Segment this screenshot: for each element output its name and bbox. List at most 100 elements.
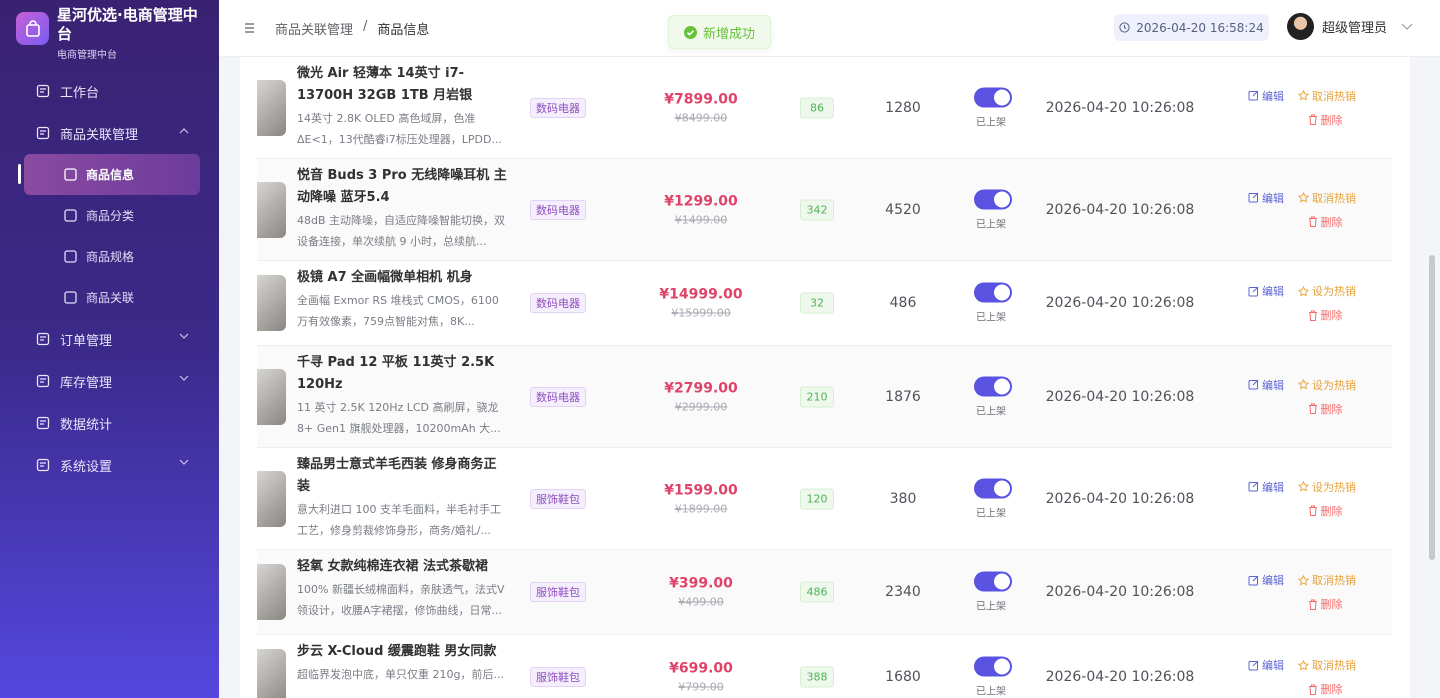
table-row: 步云 X-Cloud 缓震跑鞋 男女同款 超临界发泡中底，单只仅重 210g，前后…	[257, 635, 1392, 698]
action-group: 编辑 设为热销	[1237, 377, 1367, 393]
actions: 编辑 取消热销删除	[1237, 190, 1367, 230]
actions: 编辑 取消热销删除	[1237, 572, 1367, 612]
scrollbar[interactable]	[1428, 57, 1436, 698]
submenu-item[interactable]: 商品分类	[0, 195, 219, 236]
delete-button[interactable]: 删除	[1308, 681, 1343, 697]
submenu-item[interactable]: 商品规格	[0, 236, 219, 277]
status-switch[interactable]	[974, 571, 1012, 592]
edit-button[interactable]: 编辑	[1248, 377, 1284, 393]
status-switch[interactable]	[974, 282, 1012, 303]
hot-button[interactable]: 设为热销	[1298, 479, 1356, 495]
hot-button[interactable]: 取消热销	[1298, 572, 1356, 588]
status-switch[interactable]	[974, 87, 1012, 107]
product-table: 微光 Air 轻薄本 14英寸 i7-13700H 32GB 1TB 月岩银 14…	[257, 57, 1392, 698]
price: ¥14999.00	[659, 286, 743, 303]
hot-button[interactable]: 取消热销	[1298, 657, 1356, 673]
updated-at: 2026-04-20 10:26:08	[1045, 669, 1195, 685]
submenu-label: 商品信息	[86, 168, 135, 182]
price-cell: ¥14999.00 ¥15999.00	[641, 287, 761, 320]
price-cell: ¥1299.00 ¥1499.00	[641, 193, 761, 226]
submenu-item[interactable]: 商品关联	[0, 277, 219, 318]
menu-item[interactable]: 库存管理	[0, 360, 219, 402]
status-cell: 已上架	[973, 189, 1013, 230]
menu-item[interactable]: 订单管理	[0, 318, 219, 360]
menu-label: 系统设置	[60, 459, 113, 475]
submenu-item[interactable]: 商品信息	[18, 154, 200, 195]
price-cell: ¥699.00 ¥799.00	[641, 661, 761, 694]
product-image	[257, 368, 286, 425]
name-cell: 极镜 A7 全画幅微单相机 机身 全画幅 Exmor RS 堆栈式 CMOS，61…	[297, 261, 509, 340]
price: ¥1299.00	[664, 193, 738, 209]
name-cell: 悦音 Buds 3 Pro 无线降噪耳机 主动降噪 蓝牙5.4 48dB 主动降噪…	[297, 159, 509, 260]
actions: 编辑 取消热销删除	[1237, 88, 1367, 128]
status-switch[interactable]	[974, 376, 1012, 396]
product-image	[257, 79, 286, 136]
original-price: ¥15999.00	[671, 306, 731, 320]
status-switch[interactable]	[974, 189, 1012, 209]
delete-button-text: 删除	[1320, 215, 1343, 229]
sales: 1680	[885, 669, 921, 685]
name-cell: 微光 Air 轻薄本 14英寸 i7-13700H 32GB 1TB 月岩银 14…	[297, 57, 509, 158]
edit-button[interactable]: 编辑	[1248, 88, 1284, 104]
action-group: 删除	[1283, 299, 1367, 323]
hot-button-text: 设为热销	[1312, 378, 1356, 392]
hot-button-text: 取消热销	[1312, 659, 1356, 672]
table-row: 微光 Air 轻薄本 14英寸 i7-13700H 32GB 1TB 月岩银 14…	[257, 57, 1392, 159]
category-tag: 数码电器	[530, 386, 586, 407]
product-name: 千寻 Pad 12 平板 11英寸 2.5K 120Hz	[297, 355, 495, 392]
actions: 编辑 设为热销删除	[1237, 479, 1367, 519]
delete-button-text: 删除	[1320, 598, 1343, 611]
updated-at: 2026-04-20 10:26:08	[1045, 490, 1195, 507]
actions: 编辑 取消热销删除	[1237, 657, 1367, 697]
sales: 486	[889, 295, 917, 311]
product-description: 11 英寸 2.5K 120Hz LCD 高刷屏，骁龙 8+ Gen1 旗舰处理…	[297, 401, 501, 435]
submenu-label: 商品分类	[86, 209, 135, 223]
delete-button[interactable]: 删除	[1308, 112, 1343, 128]
hot-button-text: 取消热销	[1312, 191, 1356, 205]
menu-item[interactable]: 工作台	[0, 70, 219, 112]
original-price: ¥2999.00	[674, 400, 728, 413]
hot-button[interactable]: 取消热销	[1298, 88, 1356, 104]
action-group: 删除	[1283, 393, 1367, 417]
menu-label: 库存管理	[60, 375, 113, 391]
delete-button[interactable]: 删除	[1308, 307, 1343, 323]
breadcrumb-item: 商品信息	[377, 23, 430, 38]
status-switch[interactable]	[974, 478, 1012, 498]
menu-toggle[interactable]	[245, 23, 255, 33]
delete-button[interactable]: 删除	[1308, 214, 1343, 230]
edit-button-text: 编辑	[1262, 480, 1284, 494]
name-cell: 轻氧 女款纯棉连衣裙 法式茶歇裙 100% 新疆长绒棉面料，亲肤透气，法式V领设计…	[297, 550, 509, 629]
product-description: 100% 新疆长绒棉面料，亲肤透气，法式V领设计，收腰A字裙摆，修饰曲线，日常.…	[297, 583, 505, 617]
menu-item[interactable]: 系统设置	[0, 444, 219, 486]
menu-item[interactable]: 数据统计	[0, 402, 219, 444]
stock-badge: 486	[800, 581, 834, 603]
edit-button[interactable]: 编辑	[1248, 657, 1284, 673]
delete-button[interactable]: 删除	[1308, 503, 1343, 519]
product-image	[257, 564, 286, 620]
hot-button[interactable]: 设为热销	[1298, 283, 1356, 299]
hot-button[interactable]: 设为热销	[1298, 377, 1356, 393]
price-cell: ¥7899.00 ¥8499.00	[641, 91, 761, 124]
edit-button[interactable]: 编辑	[1248, 572, 1284, 588]
submenu-label: 商品关联	[86, 291, 135, 305]
status-label: 已上架	[976, 601, 1006, 613]
original-price: ¥1499.00	[674, 213, 728, 226]
edit-button[interactable]: 编辑	[1248, 479, 1284, 495]
price-cell: ¥2799.00 ¥2999.00	[641, 380, 761, 413]
status-cell: 已上架	[973, 376, 1013, 417]
user-menu[interactable]: 超级管理员	[1287, 13, 1413, 40]
hot-button[interactable]: 取消热销	[1298, 190, 1356, 206]
price-cell: ¥399.00 ¥499.00	[641, 576, 761, 609]
brand-subtitle: 电商管理中台	[57, 50, 117, 61]
product-name: 步云 X-Cloud 缓震跑鞋 男女同款	[297, 644, 497, 659]
delete-button[interactable]: 删除	[1308, 596, 1343, 612]
edit-button[interactable]: 编辑	[1248, 283, 1284, 299]
breadcrumb-item[interactable]: 商品关联管理	[275, 23, 354, 38]
menu-item[interactable]: 商品关联管理	[0, 112, 219, 154]
sales: 380	[889, 490, 917, 507]
delete-button[interactable]: 删除	[1308, 401, 1343, 417]
toast: 新增成功	[668, 15, 771, 49]
datetime: 2026-04-20 16:58:24	[1114, 14, 1269, 41]
status-switch[interactable]	[974, 656, 1012, 677]
edit-button[interactable]: 编辑	[1248, 190, 1284, 206]
